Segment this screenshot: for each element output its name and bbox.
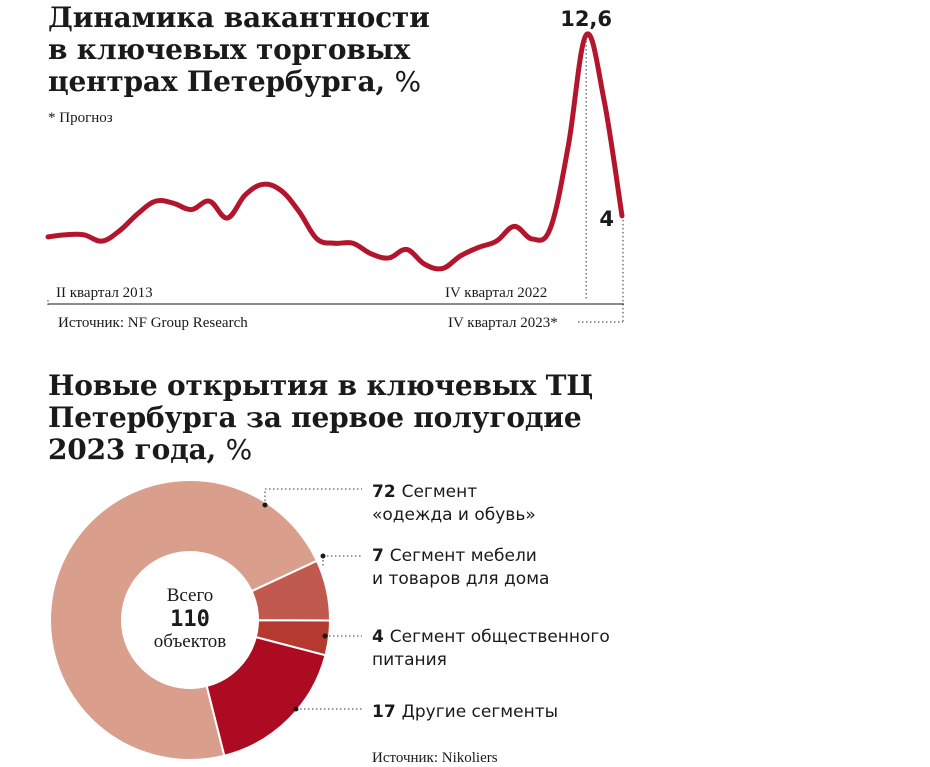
slice-value: 17 xyxy=(372,702,402,722)
slice-name-line2: питания xyxy=(372,650,447,670)
slice-value: 4 xyxy=(372,627,390,647)
slice-value: 72 xyxy=(372,482,402,502)
vacancy-chart-title: Динамика вакантности в ключевых торговых… xyxy=(48,2,468,98)
leader-dot xyxy=(293,706,299,712)
x-mid-label: IV квартал 2022 xyxy=(445,285,547,301)
slice-label: 72 Сегмент xyxy=(372,482,477,502)
slice-label: 17 Другие сегменты xyxy=(372,702,558,722)
center-label-top: Всего xyxy=(167,585,214,606)
leader-line xyxy=(264,488,362,505)
last-value-label: 4 xyxy=(599,207,614,231)
x-start-label: II квартал 2013 xyxy=(56,285,153,301)
slice-label: 4 Сегмент общественного xyxy=(372,627,610,647)
donut-slice xyxy=(49,479,319,761)
openings-chart-title: Новые открытия в ключевых ТЦ Петербурга … xyxy=(48,370,608,466)
slice-name-line2: «одежда и обувь» xyxy=(372,505,536,525)
title-unit: % xyxy=(225,433,253,466)
title-line: Петербурга за первое полугодие xyxy=(48,401,582,434)
source-label: Источник: NF Group Research xyxy=(58,315,248,331)
source-label: Источник: Nikoliers xyxy=(372,750,498,766)
leader-dot xyxy=(262,502,268,508)
forecast-note: * Прогноз xyxy=(48,110,113,126)
slice-name: Сегмент xyxy=(402,482,478,502)
slice-value: 7 xyxy=(372,546,390,566)
leader-dot xyxy=(322,633,328,639)
slice-name: Сегмент общественного xyxy=(390,627,610,647)
leader-dot xyxy=(320,553,326,559)
slice-name: Другие сегменты xyxy=(402,702,558,722)
center-label-bottom: объектов xyxy=(154,631,226,652)
slice-name: Сегмент мебели xyxy=(390,546,537,566)
title-line: центрах Петербурга, % xyxy=(48,65,422,98)
vacancy-line-chart: 12,6 4 II квартал 2013 IV квартал 2022 IV кв… xyxy=(45,7,625,331)
x-end-label: IV квартал 2023* xyxy=(448,315,558,331)
title-line: Динамика вакантности xyxy=(48,1,430,34)
donut-slice xyxy=(205,635,327,757)
title-line: в ключевых торговых xyxy=(48,33,411,66)
title-unit: % xyxy=(394,65,422,98)
title-line: 2023 года, % xyxy=(48,433,253,466)
vacancy-series-line xyxy=(45,31,625,272)
center-total-value: 110 xyxy=(170,607,210,632)
peak-value-label: 12,6 xyxy=(560,7,612,31)
title-line: Новые открытия в ключевых ТЦ xyxy=(48,369,594,402)
slice-name-line2: и товаров для дома xyxy=(372,569,549,589)
slice-label: 7 Сегмент мебели xyxy=(372,546,537,566)
